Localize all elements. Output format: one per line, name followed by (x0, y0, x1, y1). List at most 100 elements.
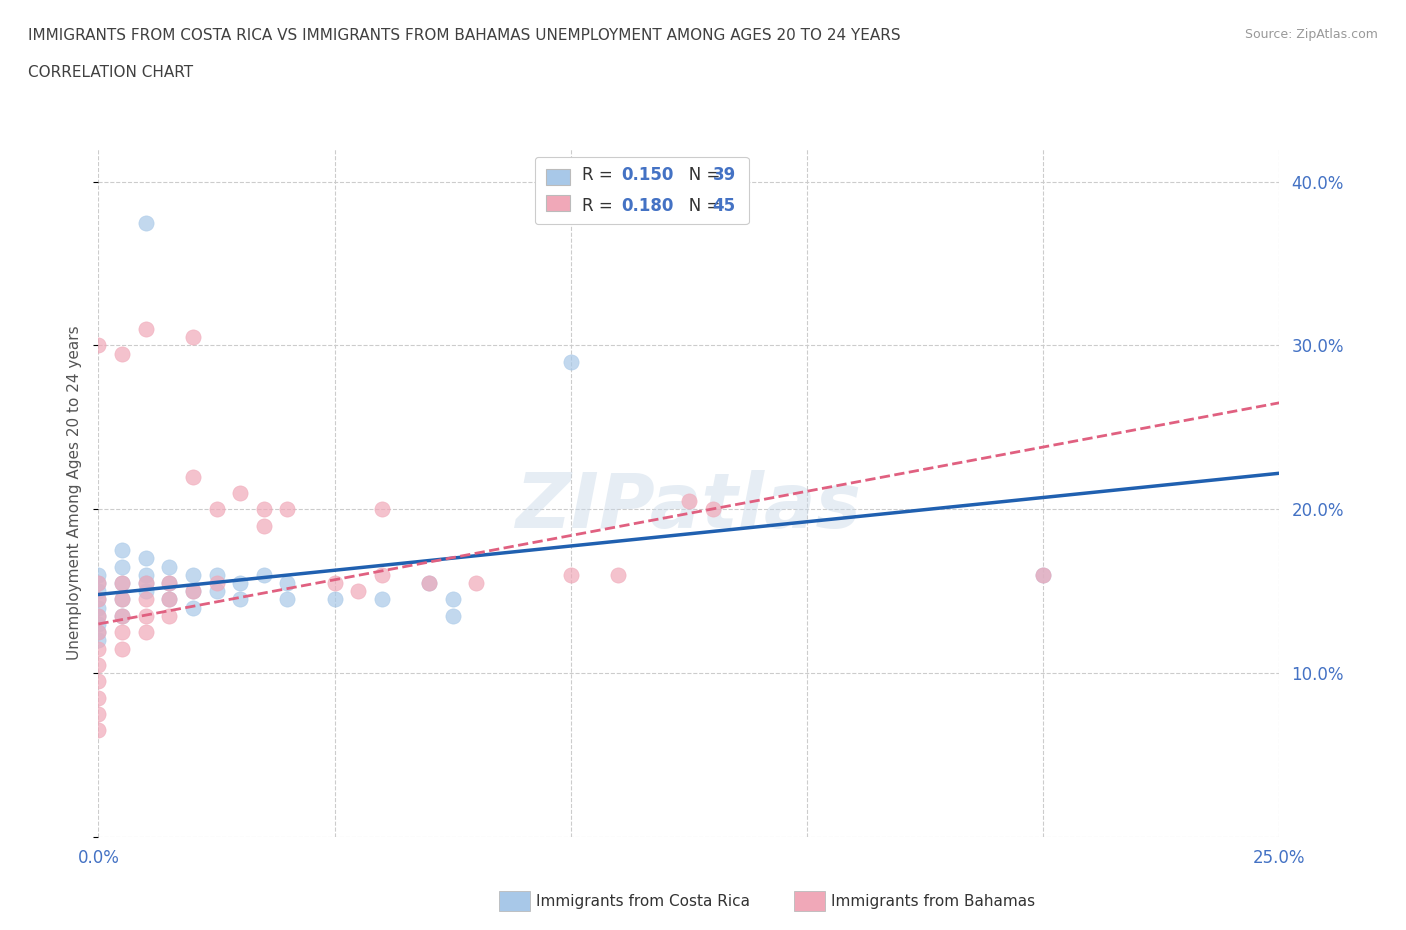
Text: IMMIGRANTS FROM COSTA RICA VS IMMIGRANTS FROM BAHAMAS UNEMPLOYMENT AMONG AGES 20: IMMIGRANTS FROM COSTA RICA VS IMMIGRANTS… (28, 28, 901, 43)
Point (441, 592, 464, 607)
Point (135, 584, 157, 599)
Point (253, 518, 276, 533)
Text: 39: 39 (713, 166, 735, 184)
Point (111, 576, 134, 591)
Point (111, 346, 134, 361)
Point (87, 674, 110, 689)
Point (181, 330, 204, 345)
Point (87, 617, 110, 631)
Point (157, 576, 180, 591)
Text: N =: N = (673, 197, 725, 215)
Point (371, 567, 394, 582)
Point (205, 502, 228, 517)
Point (1032, 567, 1054, 582)
Point (111, 608, 134, 623)
Point (135, 567, 157, 582)
Point (87, 576, 110, 591)
Point (87, 592, 110, 607)
Point (87, 584, 110, 599)
Point (87, 608, 110, 623)
Text: R =: R = (582, 197, 617, 215)
Point (205, 584, 228, 599)
Point (87, 592, 110, 607)
Point (157, 592, 180, 607)
Point (253, 502, 276, 517)
Point (87, 576, 110, 591)
Point (111, 559, 134, 574)
Point (678, 494, 700, 509)
Point (135, 608, 157, 623)
Text: Immigrants from Costa Rica: Immigrants from Costa Rica (536, 894, 749, 909)
Point (1032, 567, 1054, 582)
Point (87, 608, 110, 623)
Point (229, 485, 252, 500)
Text: ZIPatlas: ZIPatlas (516, 470, 862, 544)
Point (111, 608, 134, 623)
Point (702, 502, 724, 517)
Point (181, 469, 204, 484)
Point (87, 641, 110, 656)
Text: 0.180: 0.180 (621, 197, 673, 215)
Text: Immigrants from Bahamas: Immigrants from Bahamas (831, 894, 1035, 909)
Point (181, 567, 204, 582)
Point (111, 592, 134, 607)
Legend: R = 0.150   N = 39, R = 0.180   N = 45: R = 0.150 N = 39, R = 0.180 N = 45 (534, 157, 748, 224)
Point (607, 567, 630, 582)
Text: R =: R = (582, 166, 617, 184)
Point (276, 502, 298, 517)
Point (347, 584, 370, 599)
Point (181, 600, 204, 615)
Point (111, 576, 134, 591)
Point (135, 625, 157, 640)
Point (87, 338, 110, 352)
Point (181, 584, 204, 599)
Point (323, 592, 346, 607)
Point (371, 592, 394, 607)
Text: Source: ZipAtlas.com: Source: ZipAtlas.com (1244, 28, 1378, 41)
Point (87, 633, 110, 648)
Point (253, 567, 276, 582)
Point (87, 600, 110, 615)
Point (87, 658, 110, 672)
Point (157, 559, 180, 574)
Point (111, 592, 134, 607)
Point (157, 608, 180, 623)
Text: N =: N = (673, 166, 725, 184)
Point (135, 576, 157, 591)
Point (276, 592, 298, 607)
Point (87, 625, 110, 640)
Point (87, 567, 110, 582)
Point (323, 576, 346, 591)
Point (418, 576, 440, 591)
Text: 45: 45 (713, 197, 735, 215)
Point (229, 592, 252, 607)
Point (135, 576, 157, 591)
Point (560, 354, 582, 369)
Point (135, 592, 157, 607)
Text: CORRELATION CHART: CORRELATION CHART (28, 65, 193, 80)
Point (441, 608, 464, 623)
Point (229, 576, 252, 591)
Text: 0.150: 0.150 (621, 166, 673, 184)
Point (87, 690, 110, 705)
Point (157, 576, 180, 591)
Point (205, 567, 228, 582)
Point (276, 576, 298, 591)
Point (111, 543, 134, 558)
Point (135, 551, 157, 565)
Point (87, 625, 110, 640)
Point (135, 215, 157, 230)
Point (157, 592, 180, 607)
Point (135, 322, 157, 337)
Point (87, 707, 110, 722)
Point (371, 502, 394, 517)
Point (111, 641, 134, 656)
Point (465, 576, 488, 591)
Point (87, 723, 110, 737)
Point (418, 576, 440, 591)
Point (111, 625, 134, 640)
Point (181, 584, 204, 599)
Point (205, 576, 228, 591)
Point (560, 567, 582, 582)
Y-axis label: Unemployment Among Ages 20 to 24 years: Unemployment Among Ages 20 to 24 years (67, 326, 83, 660)
